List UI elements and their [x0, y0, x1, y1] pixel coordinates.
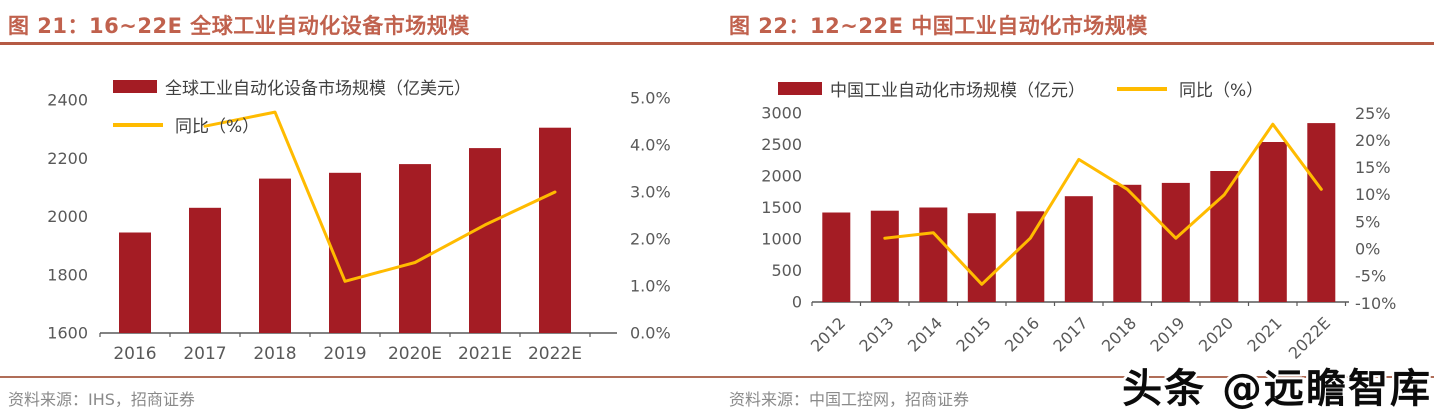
x-axis-label: 2017 [1049, 313, 1091, 355]
x-axis-label: 2021E [458, 344, 512, 364]
right-axis-tick-label: 2.0% [630, 230, 671, 249]
left-axis-tick-label: 0 [792, 293, 802, 312]
growth-line [203, 110, 557, 283]
bar [870, 210, 899, 302]
x-axis-label: 2015 [952, 313, 994, 355]
chart-22-source: 资料来源：中国工控网，招商证券 [729, 390, 970, 409]
line-legend-swatch [113, 122, 163, 127]
chart-21-source: 资料来源：IHS，招商证券 [8, 390, 195, 409]
bar [1016, 211, 1045, 302]
left-axis-tick-label: 1800 [47, 265, 88, 284]
bar [1210, 171, 1239, 302]
x-axis-label: 2018 [253, 344, 296, 364]
watermark: 头条 @远瞻智库 [1122, 366, 1432, 412]
chart-21-source-rule [0, 376, 717, 378]
chart-22-legend: 中国工业自动化市场规模（亿元） 同比（%） [778, 76, 1263, 101]
bar-legend-label: 全球工业自动化设备市场规模（亿美元） [165, 79, 471, 99]
left-axis-tick-label: 2000 [761, 167, 802, 186]
bar [1258, 142, 1287, 302]
x-axis-label: 2020E [388, 344, 442, 364]
right-axis-tick-label: 15% [1355, 158, 1391, 177]
line-legend-label: 同比（%） [175, 117, 260, 137]
right-axis-tick-label: -5% [1355, 267, 1386, 286]
x-axis-label: 2022E [528, 344, 582, 364]
chart-21-title-rule [0, 42, 717, 45]
chart-22-source-rule [717, 376, 1434, 378]
right-axis-tick-label: 0% [1355, 240, 1380, 259]
bar-legend-swatch [113, 80, 157, 93]
right-axis-tick-label: 5% [1355, 212, 1380, 231]
x-axis-label: 2012 [807, 313, 849, 355]
right-axis-tick-label: 25% [1355, 104, 1391, 123]
right-axis-tick-label: 0.0% [630, 324, 671, 343]
bar [399, 164, 431, 333]
chart-21-legend-bar: 全球工业自动化设备市场规模（亿美元） [113, 74, 471, 99]
bar-legend-label: 中国工业自动化市场规模（亿元） [830, 81, 1085, 101]
left-axis-tick-label: 2000 [47, 207, 88, 226]
bar [539, 127, 571, 333]
left-axis-tick-label: 1500 [761, 198, 802, 217]
bar [1307, 123, 1336, 302]
bar [1113, 184, 1142, 302]
panel-chart-22: 图 22：12~22E 中国工业自动化市场规模 0 500 1000 1500 2000… [717, 0, 1434, 419]
left-axis-tick-label: 2400 [47, 91, 88, 110]
left-axis-tick-label: 2500 [761, 135, 802, 154]
right-axis-tick-label: 3.0% [630, 183, 671, 202]
left-axis-tick-label: 3000 [761, 104, 802, 123]
left-axis-tick-label: 500 [771, 261, 802, 280]
x-axis-ticks [99, 333, 591, 337]
chart-22-plot: 0 500 1000 1500 2000 2500 3000 -10% -5% 0% 5% 10% 15… [761, 104, 1396, 363]
bar-legend-swatch [778, 82, 822, 95]
bar [822, 212, 851, 302]
left-axis-tick-label: 2200 [47, 149, 88, 168]
chart-21-plot: 1600 1800 2000 2200 2400 0.0% 1.0% 2.0% 3.0% 4.0%… [47, 89, 671, 365]
x-axis-label: 2013 [855, 313, 897, 355]
line-legend-label: 同比（%） [1179, 81, 1264, 101]
right-axis-tick-label: 5.0% [630, 89, 671, 108]
growth-line [883, 122, 1323, 286]
bar [919, 207, 948, 302]
x-axis-label: 2021 [1243, 313, 1285, 355]
x-axis-label: 2019 [323, 344, 366, 364]
bar [1161, 182, 1190, 302]
panel-chart-21: 图 21：16~22E 全球工业自动化设备市场规模 1600 1800 2000 22… [0, 14, 717, 409]
bar [1064, 196, 1093, 302]
chart-22-title: 图 22：12~22E 中国工业自动化市场规模 [729, 14, 1148, 38]
x-axis-label: 2018 [1098, 313, 1140, 355]
right-axis-tick-label: -10% [1355, 294, 1396, 313]
bar [469, 148, 501, 333]
bar [189, 207, 221, 333]
left-axis-tick-label: 1600 [47, 324, 88, 343]
bar [259, 178, 291, 333]
x-axis-label: 2016 [113, 344, 156, 364]
x-axis-label: 2020 [1195, 313, 1237, 355]
x-axis-label: 2016 [1001, 313, 1043, 355]
left-axis-tick-label: 1000 [761, 230, 802, 249]
x-axis-label: 2014 [904, 313, 946, 355]
chart-21-legend-line: 同比（%） [113, 112, 259, 137]
chart-22-title-rule [717, 42, 1434, 45]
bar [967, 213, 996, 302]
x-axis-label: 2017 [183, 344, 226, 364]
right-axis-tick-label: 20% [1355, 131, 1391, 150]
line-legend-swatch [1117, 86, 1167, 91]
x-axis-label: 2019 [1146, 313, 1188, 355]
right-axis-tick-label: 10% [1355, 185, 1391, 204]
bar [119, 232, 151, 333]
right-axis-tick-label: 1.0% [630, 277, 671, 296]
right-axis-tick-label: 4.0% [630, 136, 671, 155]
chart-21-title: 图 21：16~22E 全球工业自动化设备市场规模 [8, 14, 470, 38]
x-axis-ticks [811, 302, 1347, 306]
